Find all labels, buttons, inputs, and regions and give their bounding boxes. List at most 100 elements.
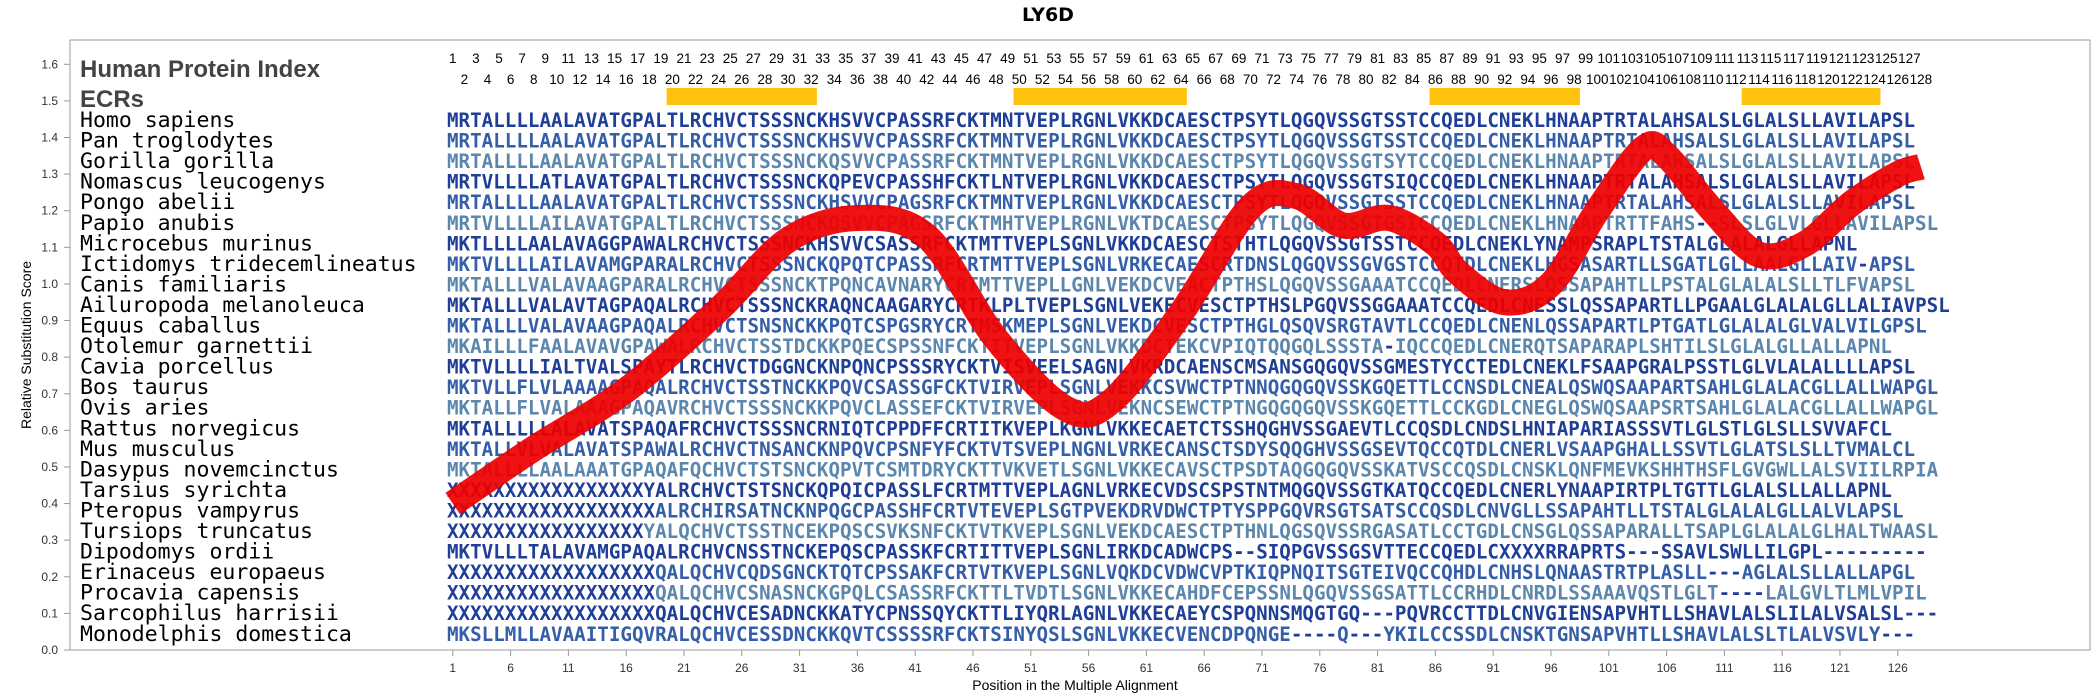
- index-number: 44: [942, 72, 958, 87]
- index-number: 88: [1451, 72, 1466, 87]
- x-tick-label: 61: [1140, 661, 1154, 675]
- sequence-segment: ITIGQV: [586, 623, 656, 646]
- sequence-segment: VCESAD: [724, 602, 793, 625]
- sequence-segment: DCKKPQ: [794, 335, 863, 358]
- index-number: 48: [989, 72, 1004, 87]
- aligned-sequence: MKTALLLLAALAAATGPAQAFQCHVCTSTSNCKQPVTCSM…: [447, 458, 1939, 481]
- sequence-segment: AGGPAW: [586, 232, 656, 255]
- sequence-segment: ---: [1904, 602, 1939, 625]
- sequence-segment: LTLRCH: [655, 150, 724, 173]
- sequence-segment: PIA: [1904, 458, 1939, 481]
- x-tick-label: 31: [793, 661, 807, 675]
- sequence-segment: CKKPQT: [794, 315, 863, 338]
- sequence-segment: XXXXX: [586, 520, 644, 543]
- sequence-segment: KVEPLK: [1002, 417, 1072, 440]
- x-axis: 1 6 11 16 21 26 31 36 41 46 51 56 61 66 71 76 81 86 91 96 10…: [449, 650, 1908, 675]
- index-number: 124: [1863, 72, 1886, 87]
- sequence-segment: SSGSAT: [1349, 582, 1418, 605]
- sequence-segment: --: [1233, 541, 1256, 564]
- sequence-segment: TCPASS: [863, 253, 932, 276]
- sequence-segment: GQGQVS: [1279, 376, 1348, 399]
- index-number: 35: [838, 51, 853, 66]
- sequence-segment: NAAPTR: [1557, 109, 1627, 132]
- x-tick-label: 76: [1313, 661, 1327, 675]
- index-number: 63: [1162, 51, 1177, 66]
- index-number: 33: [815, 51, 830, 66]
- sequence-segment: VKVETL: [1002, 458, 1071, 481]
- sequence-segment: KDCAES: [1141, 171, 1210, 194]
- sequence-segment: SCSVKS: [852, 520, 921, 543]
- sequence-segment: SSGSVT: [1326, 541, 1395, 564]
- sequence-segment: IL: [1904, 582, 1927, 605]
- sequence-segment: NTVEPL: [1002, 150, 1071, 173]
- sequence-segment: TTFAHS: [1626, 212, 1695, 235]
- index-number: 22: [688, 72, 703, 87]
- sequence-segment: SAHLGL: [1695, 376, 1764, 399]
- sequence-segment: LALGVL: [1765, 582, 1834, 605]
- index-number: 65: [1185, 51, 1200, 66]
- sequence-segment: GTSSTC: [1349, 232, 1418, 255]
- sequence-segment: QGQVSS: [1279, 273, 1348, 296]
- index-number: 15: [607, 51, 622, 66]
- sequence-segment: VCTSSS: [724, 150, 793, 173]
- x-tick-label: 96: [1544, 661, 1558, 675]
- sequence-segment: LTLRCH: [655, 212, 724, 235]
- index-number: 112: [1725, 72, 1747, 87]
- aligned-sequence: MKTVLLFLVLAAAAGPAQALRCHVCTSSTNCKKPQVCSAS…: [447, 376, 1938, 399]
- index-number: 37: [861, 51, 876, 66]
- sequence-segment: QALQCH: [655, 582, 724, 605]
- sequence-segment: NVGLLS: [1487, 499, 1556, 522]
- aligned-sequence: XXXXXXXXXXXXXXXXXXQALQCHVCQDSGNCKTQTCPSS…: [447, 561, 1915, 584]
- sequence-segment: VILAPS: [1857, 212, 1926, 235]
- sequence-segment: VCTSSS: [724, 130, 793, 153]
- sequence-segment: QTSAPA: [1534, 335, 1604, 358]
- sequence-segment: LTLRCH: [655, 191, 724, 214]
- sequence-segment: TPLASL: [1626, 561, 1695, 584]
- index-number: 46: [965, 72, 980, 87]
- sequence-segment: KECANS: [1141, 438, 1210, 461]
- sequence-segment: ALACGL: [1765, 376, 1834, 399]
- species-name: Rattus norvegicus: [80, 416, 300, 441]
- sequence-segment: TLLSGA: [1626, 253, 1696, 276]
- index-number: 114: [1748, 72, 1770, 87]
- sequence-segment: KECAVS: [1141, 458, 1210, 481]
- sequence-segment: ICPASS: [852, 479, 921, 502]
- sequence-segment: CKTPQN: [794, 273, 863, 296]
- sequence-segment: NCKKAT: [794, 602, 863, 625]
- x-tick-label: 81: [1371, 661, 1385, 675]
- sequence-segment: NGNLVR: [1071, 438, 1141, 461]
- y-tick-label: 1.1: [41, 240, 58, 254]
- index-number: 18: [642, 72, 657, 87]
- index-number: 14: [596, 72, 612, 87]
- sequence-segment: TLCCNS: [1418, 376, 1487, 399]
- sequence-segment: AAPART: [1626, 376, 1695, 399]
- x-tick-label: 121: [1830, 661, 1850, 675]
- index-number: 4: [484, 72, 492, 87]
- sequence-segment: ALRCHV: [655, 232, 725, 255]
- species-name: Pan troglodytes: [80, 129, 274, 154]
- sequence-segment: RFCKTM: [933, 191, 1002, 214]
- index-number: 40: [896, 72, 911, 87]
- sequence-segment: SSTLGL: [1695, 356, 1764, 379]
- index-number: 111: [1714, 51, 1735, 66]
- sequence-segment: TSLSLL: [1765, 438, 1834, 461]
- sequence-segment: LLAILA: [516, 253, 586, 276]
- species-name: Ovis aries: [80, 396, 209, 421]
- sequence-segment: CTSDYS: [1210, 438, 1279, 461]
- sequence-segment: VLAPSL: [1834, 499, 1903, 522]
- sequence-segment: TPTHSL: [1210, 273, 1279, 296]
- sequence-segment: SSSVTL: [1626, 417, 1695, 440]
- x-tick-label: 91: [1487, 661, 1501, 675]
- sequence-segment: RFCKTM: [933, 130, 1002, 153]
- index-number: 121: [1829, 51, 1852, 66]
- sequence-segment: LQNFME: [1557, 458, 1626, 481]
- sequence-segment: GNLVQK: [1071, 561, 1141, 584]
- sequence-segment: VCTDGG: [724, 356, 793, 379]
- sequence-segment: RALQCH: [655, 623, 724, 646]
- index-number: 75: [1301, 51, 1316, 66]
- sequence-segment: ALSLGL: [1695, 130, 1764, 153]
- species-name: Ailuropoda melanoleuca: [80, 293, 365, 318]
- index-number: 74: [1289, 72, 1305, 87]
- sequence-segment: XXXXXX: [516, 520, 586, 543]
